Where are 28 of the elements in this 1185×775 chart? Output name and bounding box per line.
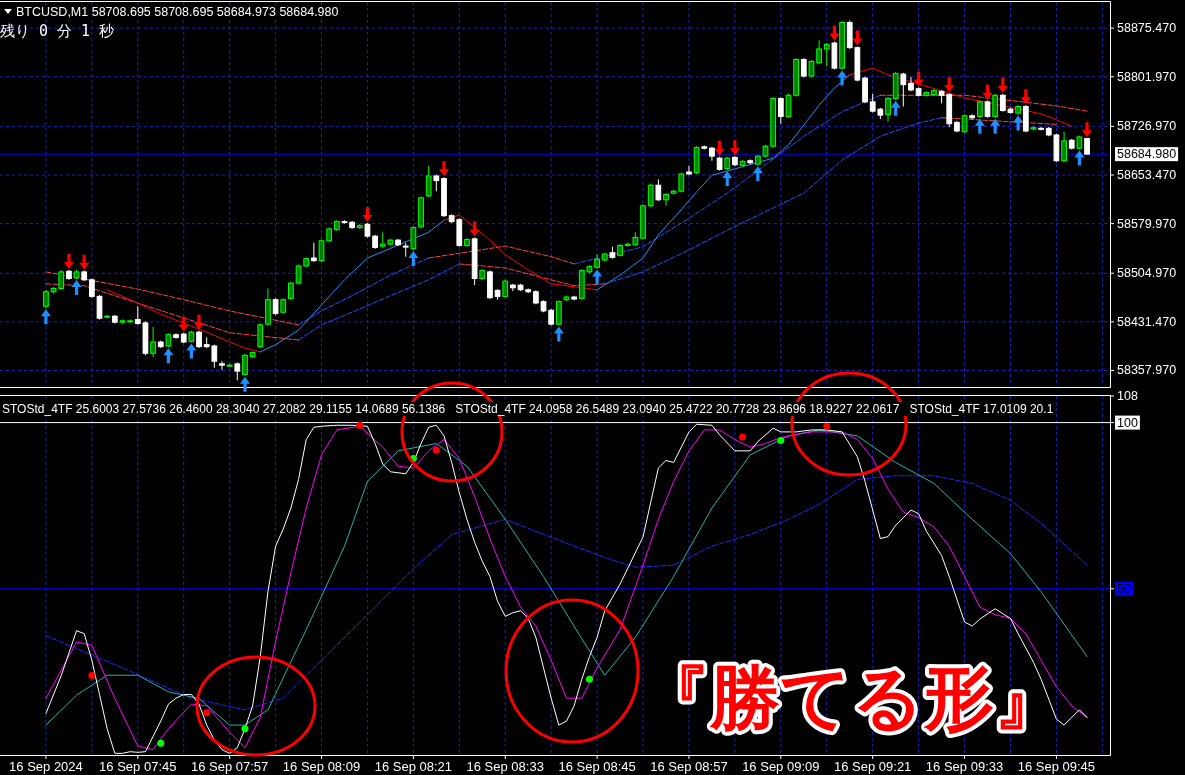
x-tick-label: 16 Sep 08:09 xyxy=(282,759,361,774)
y-tick-label: 58431.470 xyxy=(1117,314,1177,329)
x-tick-label: 16 Sep 08:33 xyxy=(466,759,544,774)
x-tick-label: 16 Sep 08:45 xyxy=(558,759,636,774)
chart-title: BTCUSD,M1 58708.695 58708.695 58684.973 58684.980 xyxy=(16,5,339,19)
y-tick-label: 100 xyxy=(1117,415,1138,430)
text: STOStd_4TF 25.6003 27.5736 26.4600 28.3040 27.2082 29.1155 14.0689 56.1386 STOStd_4TF 24.0958 26.5489 23.0940 25.4722 20.7728 23.8696 18.9227 22.0617 STOStd_4TF 17.0109 20.1 xyxy=(2,402,1054,416)
y-tick-label: 58504.970 xyxy=(1117,266,1177,281)
y-tick-label: 58726.970 xyxy=(1117,119,1177,134)
annotation: 残り 0 分 1 秒 xyxy=(0,22,115,40)
x-tick-label: 16 Sep 09:45 xyxy=(1017,759,1096,774)
x-tick-label: 16 Sep 08:57 xyxy=(650,759,728,774)
x-tick-label: 16 Sep 2024 xyxy=(9,759,83,774)
ref-line-label: 58684.980 xyxy=(1117,147,1177,162)
annotation: 『勝てる形』 xyxy=(640,657,1064,739)
x-tick-label: 16 Sep 09:21 xyxy=(834,759,912,774)
y-tick-label: 58653.470 xyxy=(1117,168,1177,183)
y-tick-label: 50 xyxy=(1117,581,1131,596)
x-tick-label: 16 Sep 07:45 xyxy=(99,759,177,774)
y-tick-label: 58579.970 xyxy=(1117,216,1177,231)
x-tick-label: 16 Sep 07:57 xyxy=(190,759,269,774)
x-tick-label: 16 Sep 09:33 xyxy=(925,759,1004,774)
x-tick-label: 16 Sep 09:09 xyxy=(742,759,820,774)
y-tick-label: 108 xyxy=(1117,389,1138,403)
y-tick-label: 58357.970 xyxy=(1117,363,1177,378)
x-tick-label: 16 Sep 08:21 xyxy=(374,759,453,774)
y-tick-label: 58875.470 xyxy=(1117,21,1177,36)
y-tick-label: 58801.970 xyxy=(1117,69,1177,84)
